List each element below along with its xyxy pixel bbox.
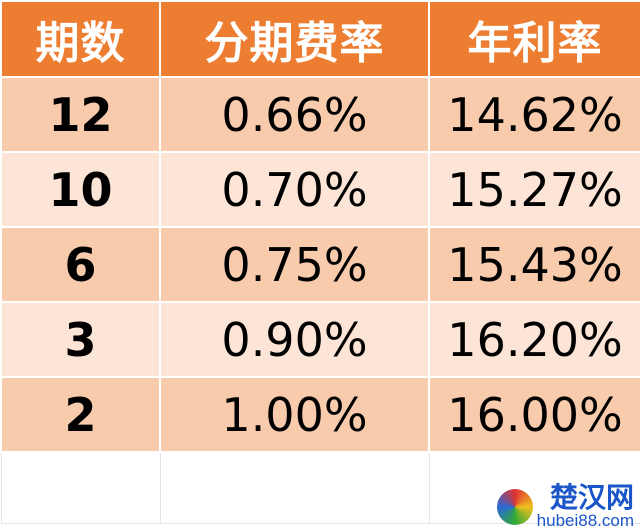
table-row: 10 0.70% 15.27% xyxy=(0,151,640,228)
table-row: 12 0.66% 14.62% xyxy=(0,76,640,153)
period-cell: 2 xyxy=(0,376,161,453)
watermark-url: hubei88.com xyxy=(536,511,634,530)
watermark-name: 楚汉网 xyxy=(549,481,634,514)
empty-cell xyxy=(159,451,430,524)
header-annual-rate: 年利率 xyxy=(428,0,640,78)
fee-rate-cell: 0.90% xyxy=(159,301,430,378)
fee-rate-cell: 0.75% xyxy=(159,226,430,303)
header-row: 期数 分期费率 年利率 xyxy=(0,0,640,78)
header-fee-rate: 分期费率 xyxy=(159,0,430,78)
empty-row xyxy=(0,451,640,524)
globe-logo-icon xyxy=(496,488,533,525)
annual-rate-cell: 16.20% xyxy=(428,301,640,378)
annual-rate-cell: 15.27% xyxy=(428,151,640,228)
period-cell: 10 xyxy=(0,151,161,228)
empty-cell xyxy=(0,451,161,524)
period-cell: 6 xyxy=(0,226,161,303)
empty-cell xyxy=(428,451,640,524)
header-period: 期数 xyxy=(0,0,161,78)
watermark: 楚汉网 hubei88.com xyxy=(496,481,634,530)
annual-rate-cell: 14.62% xyxy=(428,76,640,153)
annual-rate-cell: 15.43% xyxy=(428,226,640,303)
fee-rate-cell: 0.70% xyxy=(159,151,430,228)
annual-rate-cell: 16.00% xyxy=(428,376,640,453)
table-row: 2 1.00% 16.00% xyxy=(0,376,640,453)
table-row: 3 0.90% 16.20% xyxy=(0,301,640,378)
fee-rate-cell: 1.00% xyxy=(159,376,430,453)
period-cell: 3 xyxy=(0,301,161,378)
period-cell: 12 xyxy=(0,76,161,153)
fee-rate-cell: 0.66% xyxy=(159,76,430,153)
table-row: 6 0.75% 15.43% xyxy=(0,226,640,303)
